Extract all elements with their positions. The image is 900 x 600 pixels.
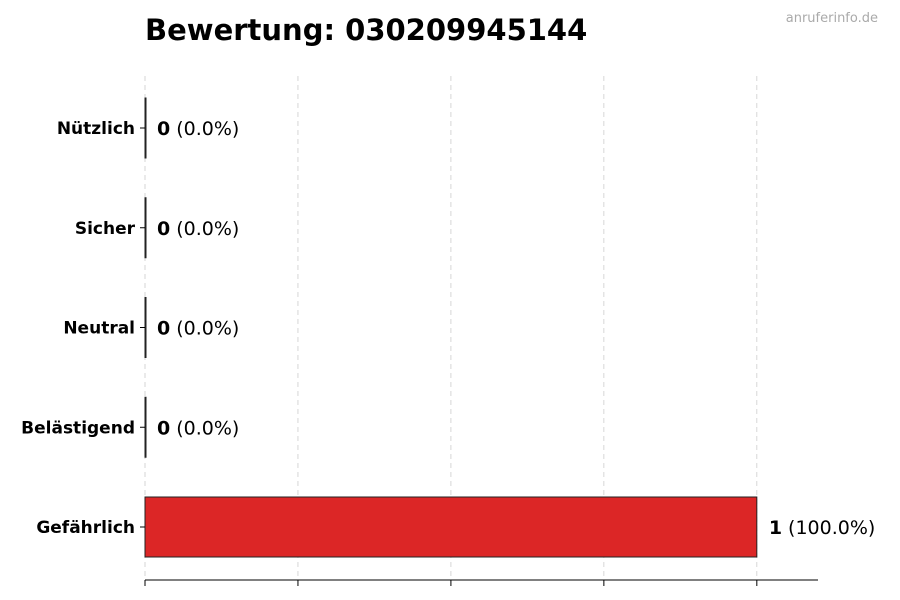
- value-count: 0: [157, 218, 170, 240]
- value-count: 1: [769, 517, 782, 539]
- bar: [144, 297, 147, 358]
- category-label: Nützlich: [57, 119, 135, 139]
- value-label: 0 (0.0%): [157, 118, 239, 140]
- value-percent: (0.0%): [176, 318, 239, 340]
- value-percent: (0.0%): [176, 417, 239, 439]
- value-label: 0 (0.0%): [157, 218, 239, 240]
- value-count: 0: [157, 318, 170, 340]
- watermark: anruferinfo.de: [786, 11, 878, 26]
- value-label: 0 (0.0%): [157, 417, 239, 439]
- value-label: 0 (0.0%): [157, 318, 239, 340]
- value-percent: (0.0%): [176, 218, 239, 240]
- bar: [144, 97, 147, 159]
- category-label: Belästigend: [21, 418, 135, 438]
- category-label: Sicher: [75, 219, 136, 239]
- bar: [144, 197, 147, 259]
- value-percent: (0.0%): [176, 118, 239, 140]
- value-label: 1 (100.0%): [769, 517, 876, 539]
- value-count: 0: [157, 118, 170, 140]
- chart-title: Bewertung: 030209945144: [145, 13, 587, 47]
- bar: [144, 396, 147, 458]
- value-percent: (100.0%): [788, 517, 875, 539]
- category-label: Gefährlich: [36, 518, 135, 538]
- category-label: Neutral: [63, 319, 135, 339]
- bar: [144, 496, 758, 558]
- value-count: 0: [157, 417, 170, 439]
